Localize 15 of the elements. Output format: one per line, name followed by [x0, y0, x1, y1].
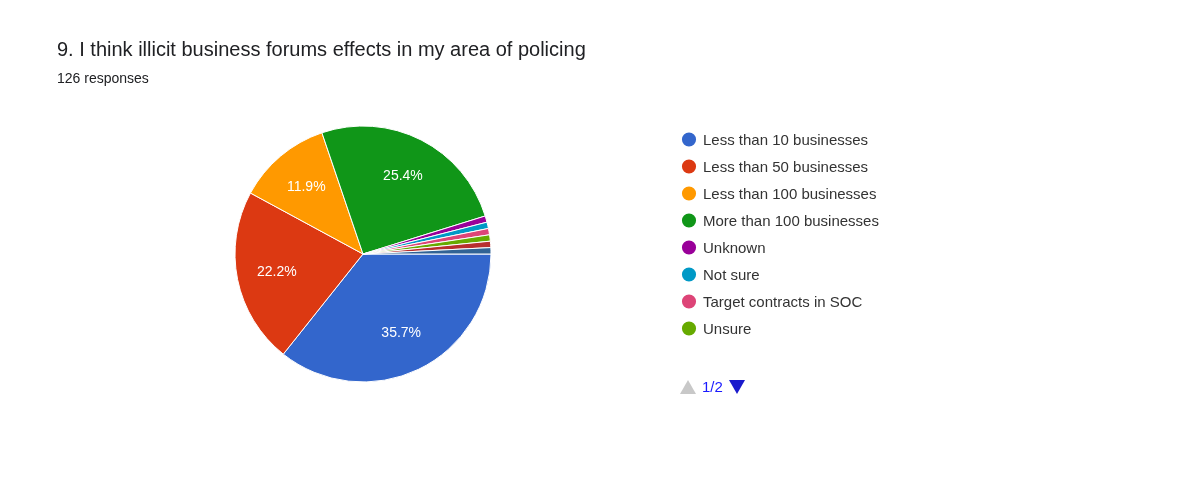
legend-label: Less than 50 businesses — [703, 157, 869, 175]
text: 1/2 — [702, 378, 723, 395]
data-label: 35.7% — [381, 324, 422, 341]
legend-label: Unsure — [703, 319, 752, 337]
data-label: 11.9% — [286, 177, 326, 194]
legend-label: Unknown — [703, 238, 766, 256]
text: 126 responses — [57, 70, 149, 86]
legend-label: Not sure — [703, 265, 760, 283]
data-label: 22.2% — [256, 262, 297, 279]
chart-title: 9. I think illicit business forums effects in my area of policing — [57, 38, 586, 60]
legend-label: Less than 100 businesses — [703, 184, 877, 202]
legend-label: Target contracts in SOC — [703, 292, 863, 310]
legend-label: More than 100 businesses — [703, 211, 879, 229]
data-label: 25.4% — [383, 166, 423, 183]
legend-label: Less than 10 businesses — [703, 130, 869, 148]
